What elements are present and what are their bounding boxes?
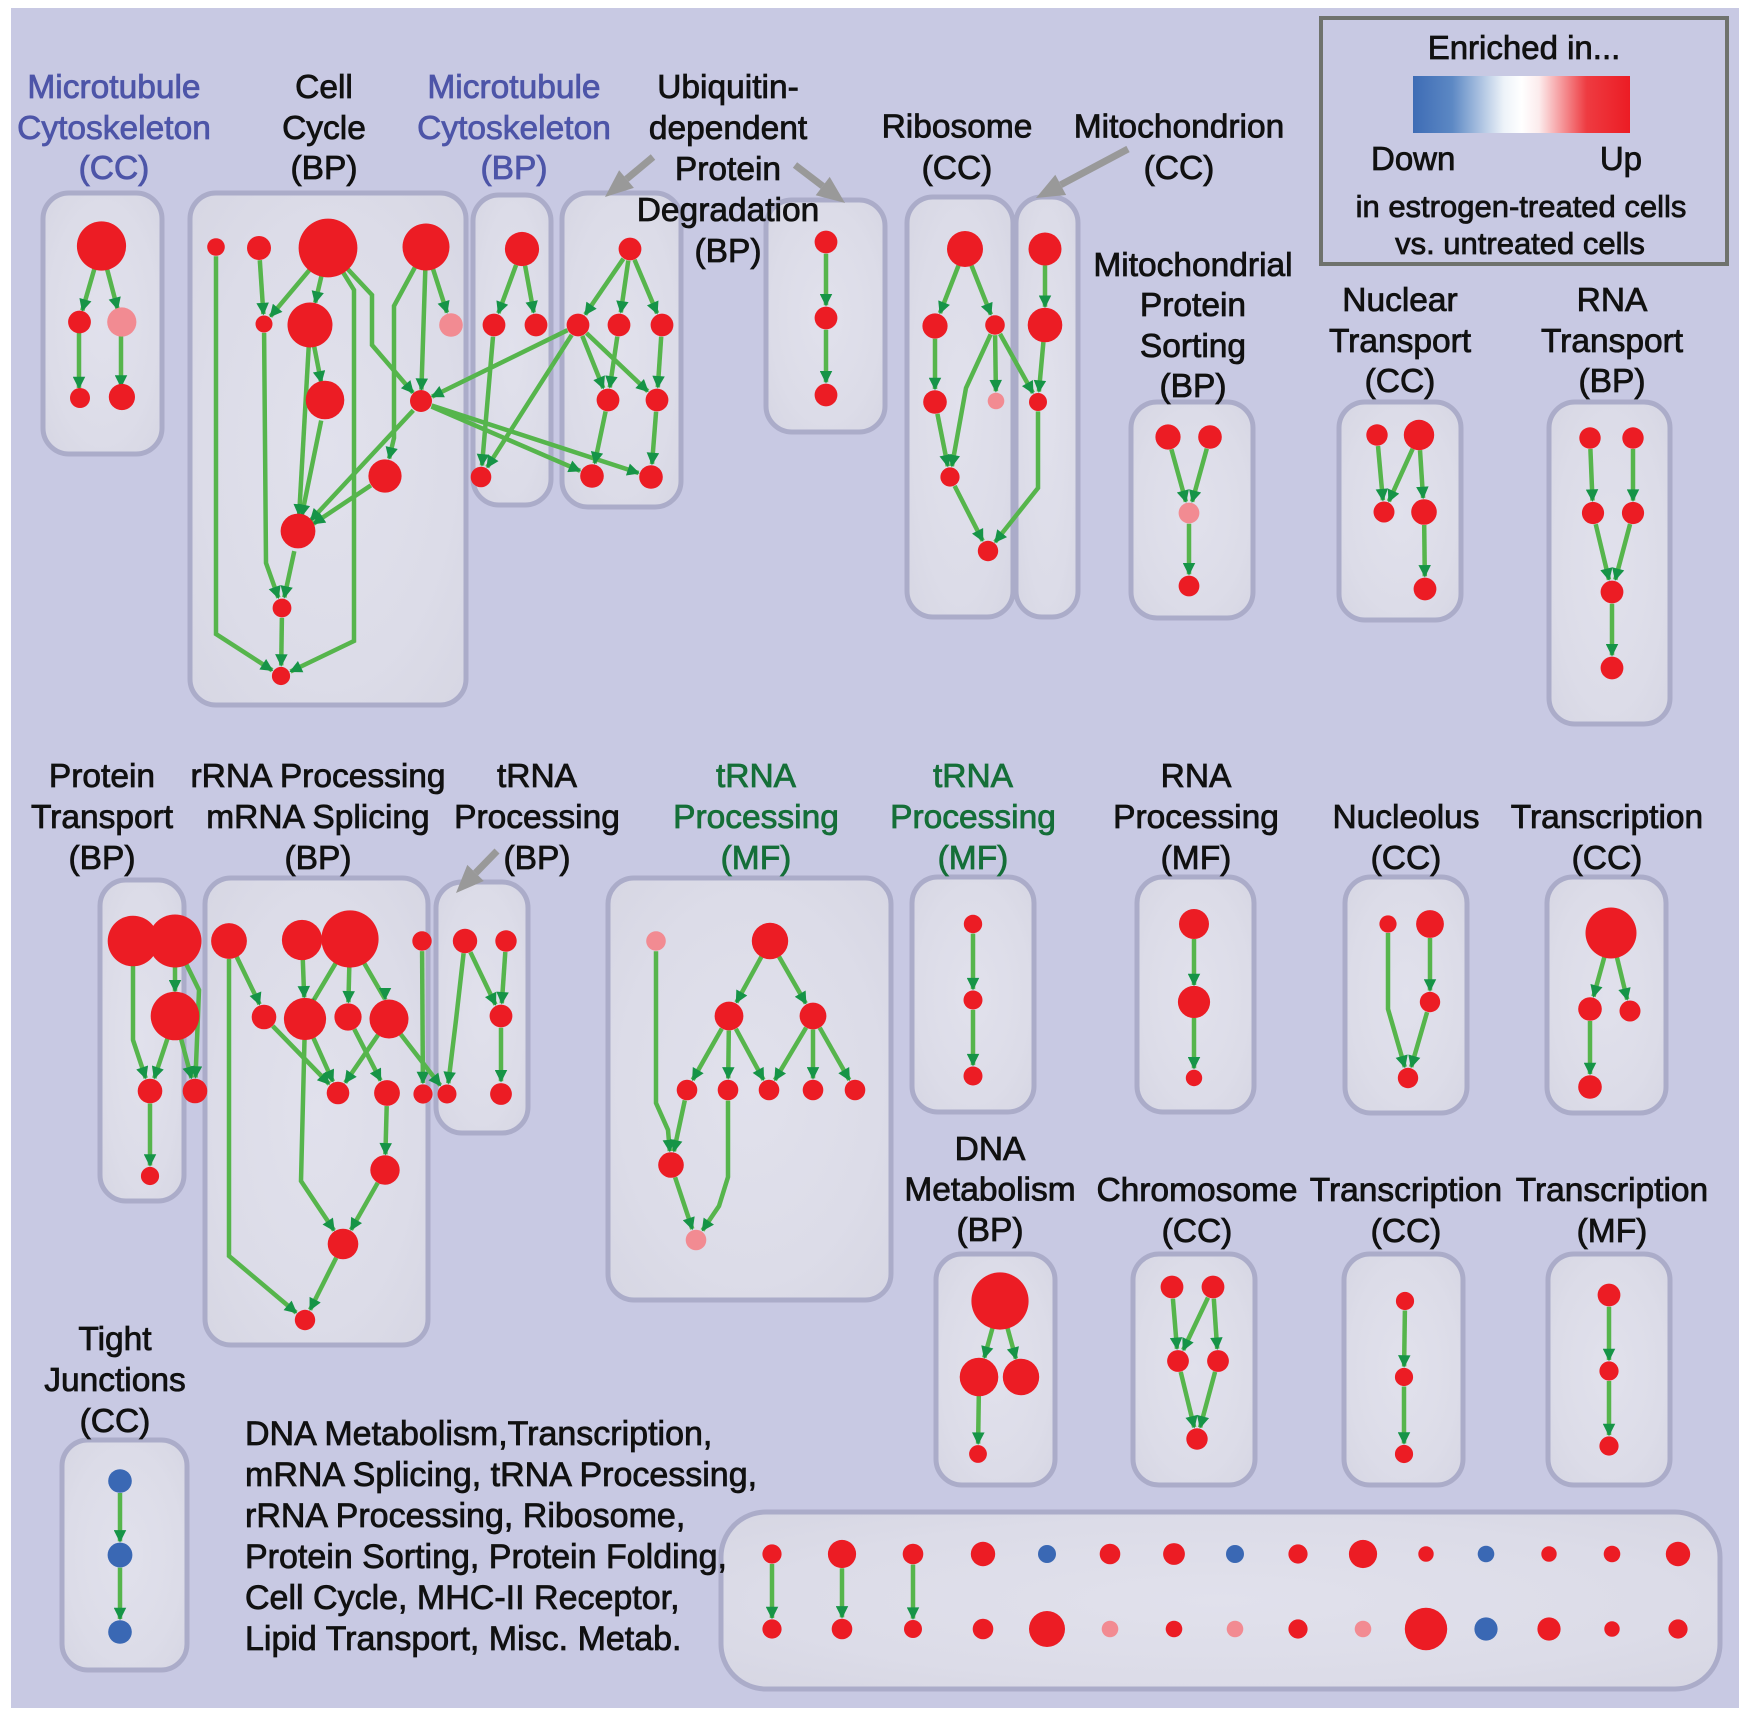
svg-text:(CC): (CC) xyxy=(1371,1213,1442,1250)
svg-text:Protein: Protein xyxy=(675,151,781,188)
svg-text:in estrogen-treated cells: in estrogen-treated cells xyxy=(1356,189,1687,224)
svg-text:Processing: Processing xyxy=(673,799,839,836)
svg-text:Enriched in...: Enriched in... xyxy=(1428,29,1621,66)
svg-text:Cell: Cell xyxy=(295,69,353,106)
svg-text:rRNA Processing, Ribosome,: rRNA Processing, Ribosome, xyxy=(245,1497,685,1535)
svg-text:(BP): (BP) xyxy=(481,150,548,187)
svg-text:(BP): (BP) xyxy=(957,1212,1024,1249)
svg-text:(BP): (BP) xyxy=(69,840,136,877)
svg-text:Cycle: Cycle xyxy=(282,110,366,147)
svg-text:(CC): (CC) xyxy=(1572,840,1643,877)
svg-text:(MF): (MF) xyxy=(938,840,1009,877)
svg-text:Ubiquitin-: Ubiquitin- xyxy=(657,69,799,106)
svg-text:Processing: Processing xyxy=(1113,799,1279,836)
svg-text:(CC): (CC) xyxy=(80,1403,151,1440)
svg-text:(CC): (CC) xyxy=(79,150,150,187)
svg-text:(BP): (BP) xyxy=(695,233,762,270)
svg-text:vs. untreated cells: vs. untreated cells xyxy=(1395,226,1645,261)
svg-text:(BP): (BP) xyxy=(291,150,358,187)
svg-text:Cytoskeleton: Cytoskeleton xyxy=(17,110,211,147)
svg-text:(BP): (BP) xyxy=(1160,368,1227,405)
svg-text:Processing: Processing xyxy=(454,799,620,836)
svg-text:(BP): (BP) xyxy=(285,840,352,877)
svg-text:(CC): (CC) xyxy=(1144,150,1215,187)
svg-text:tRNA: tRNA xyxy=(497,758,578,795)
svg-text:Ribosome: Ribosome xyxy=(882,109,1033,146)
svg-text:Down: Down xyxy=(1371,140,1455,177)
svg-text:Transport: Transport xyxy=(1329,323,1472,360)
svg-text:tRNA: tRNA xyxy=(716,758,797,795)
svg-text:(BP): (BP) xyxy=(1579,363,1646,400)
svg-text:(MF): (MF) xyxy=(721,840,792,877)
svg-text:Mitochondrion: Mitochondrion xyxy=(1074,109,1284,146)
svg-text:Transcription: Transcription xyxy=(1516,1172,1708,1209)
svg-text:(CC): (CC) xyxy=(1371,840,1442,877)
svg-text:mRNA Splicing, tRNA Processing: mRNA Splicing, tRNA Processing, xyxy=(245,1456,757,1494)
svg-text:Tight: Tight xyxy=(78,1321,152,1358)
svg-text:(CC): (CC) xyxy=(922,150,993,187)
svg-text:Metabolism: Metabolism xyxy=(904,1172,1075,1209)
svg-text:RNA: RNA xyxy=(1161,758,1232,795)
svg-text:Protein: Protein xyxy=(1140,287,1246,324)
svg-text:Transcription: Transcription xyxy=(1310,1172,1502,1209)
svg-text:Mitochondrial: Mitochondrial xyxy=(1093,247,1292,284)
svg-text:(CC): (CC) xyxy=(1365,363,1436,400)
svg-text:Degradation: Degradation xyxy=(637,192,820,229)
svg-text:Processing: Processing xyxy=(890,799,1056,836)
svg-text:Lipid Transport, Misc. Metab.: Lipid Transport, Misc. Metab. xyxy=(245,1620,682,1658)
svg-text:Transport: Transport xyxy=(31,799,174,836)
svg-text:Protein Sorting, Protein Foldi: Protein Sorting, Protein Folding, xyxy=(245,1538,727,1576)
svg-text:Up: Up xyxy=(1600,140,1642,177)
svg-text:Nucleolus: Nucleolus xyxy=(1332,799,1479,836)
svg-text:(MF): (MF) xyxy=(1161,840,1232,877)
svg-text:Transport: Transport xyxy=(1541,323,1684,360)
svg-text:(MF): (MF) xyxy=(1577,1213,1648,1250)
svg-text:RNA: RNA xyxy=(1577,282,1648,319)
svg-text:Transcription: Transcription xyxy=(1511,799,1703,836)
svg-text:Nuclear: Nuclear xyxy=(1342,282,1457,319)
svg-text:Cell Cycle, MHC-II Receptor,: Cell Cycle, MHC-II Receptor, xyxy=(245,1579,680,1617)
svg-text:(CC): (CC) xyxy=(1162,1213,1233,1250)
svg-text:Chromosome: Chromosome xyxy=(1096,1172,1297,1209)
svg-text:tRNA: tRNA xyxy=(933,758,1014,795)
svg-text:mRNA Splicing: mRNA Splicing xyxy=(206,799,429,836)
svg-text:Junctions: Junctions xyxy=(44,1362,186,1399)
svg-text:Microtubule: Microtubule xyxy=(27,69,200,106)
svg-text:DNA: DNA xyxy=(955,1131,1026,1168)
svg-text:Cytoskeleton: Cytoskeleton xyxy=(417,110,611,147)
svg-text:Sorting: Sorting xyxy=(1140,328,1246,365)
svg-text:Microtubule: Microtubule xyxy=(427,69,600,106)
svg-text:(BP): (BP) xyxy=(504,840,571,877)
svg-text:Protein: Protein xyxy=(49,758,155,795)
svg-text:rRNA Processing: rRNA Processing xyxy=(190,758,445,795)
svg-text:DNA Metabolism,Transcription,: DNA Metabolism,Transcription, xyxy=(245,1415,712,1453)
svg-text:dependent: dependent xyxy=(649,110,808,147)
